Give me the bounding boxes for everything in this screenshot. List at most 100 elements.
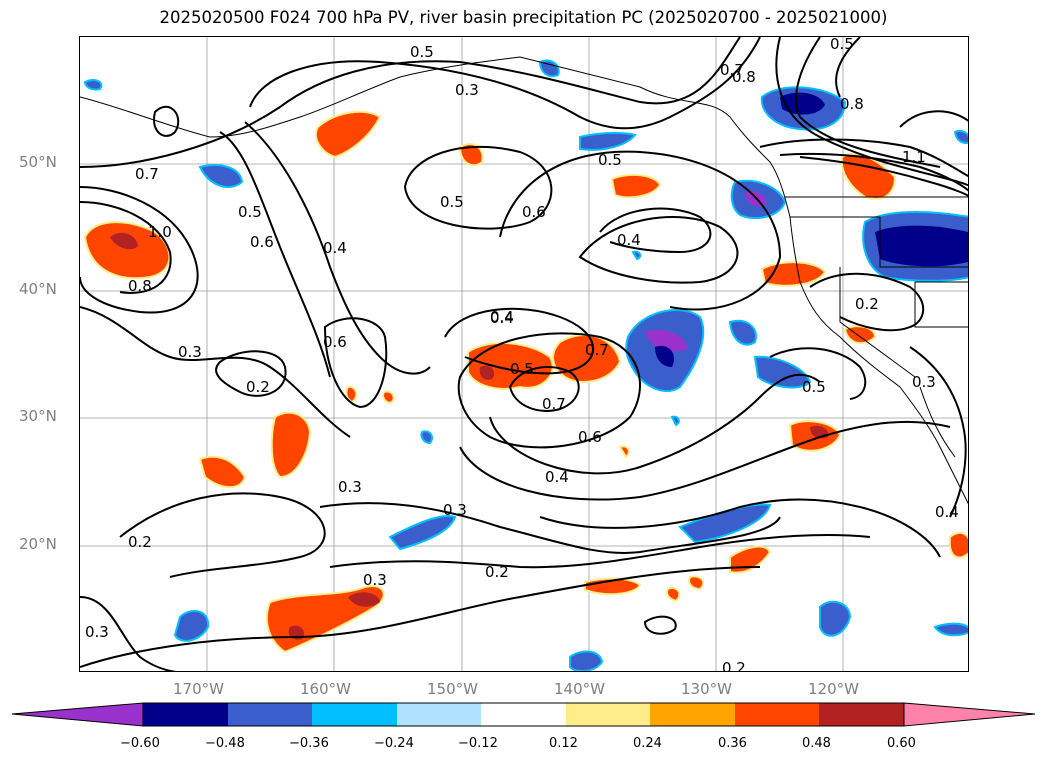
precip-blob: [83, 79, 103, 91]
contour-label: 0.4: [545, 468, 569, 486]
pv-contour: [244, 121, 431, 375]
contour-label: 0.7: [542, 395, 566, 413]
precip-positive-shading: [83, 110, 968, 654]
pv-contour: [835, 37, 861, 98]
precip-blob: [819, 600, 852, 637]
state-borders: [914, 281, 968, 328]
pv-contours: [80, 37, 968, 671]
colorbar-segment: [228, 703, 312, 726]
pv-contour: [80, 201, 172, 294]
lon-label-170w: 170°W: [173, 680, 224, 698]
contour-label: 0.3: [912, 373, 936, 391]
precip-blob: [631, 250, 642, 261]
colorbar-outline: [142, 702, 905, 727]
contour-labels: 0.5 0.3 0.8 0.5 0.7 0.8 0.5 0.5 0.6 0.4 …: [85, 37, 959, 672]
colorbar-extend-high: [903, 702, 1036, 727]
precip-blob: [728, 319, 757, 346]
pv-contour: [508, 366, 580, 412]
contour-label: 0.2: [246, 378, 270, 396]
pv-contour: [80, 596, 176, 671]
lon-label-130w: 130°W: [681, 680, 732, 698]
precip-blob: [688, 575, 705, 591]
contour-label: 0.3: [455, 81, 479, 99]
contour-label: 0.2: [722, 659, 746, 672]
contour-label: 0.2: [485, 563, 509, 581]
colorbar-segment: [819, 703, 904, 726]
pv-contour: [779, 152, 968, 192]
contour-label: 0.4: [490, 308, 514, 326]
contour-label: 0.3: [178, 343, 202, 361]
north-america-coast: [80, 56, 968, 505]
precip-core: [348, 592, 380, 607]
state-borders: [790, 216, 968, 268]
precip-blob: [579, 131, 637, 151]
lat-label-40n: 40°N: [19, 280, 57, 298]
precip-blob: [618, 445, 630, 459]
pv-contour: [489, 373, 821, 475]
precip-core: [645, 329, 688, 352]
contour-label: 0.2: [855, 295, 879, 313]
pv-contour: [899, 110, 968, 128]
contour-label: 0.7: [585, 341, 609, 359]
contour-label: 0.4: [935, 503, 959, 521]
contour-label: 0.3: [85, 623, 109, 641]
precip-blob: [953, 130, 968, 144]
pv-contour: [499, 150, 782, 311]
contour-label: 0.8: [732, 68, 756, 86]
map-canvas: 0.5 0.3 0.8 0.5 0.7 0.8 0.5 0.5 0.6 0.4 …: [80, 37, 968, 672]
contour-label: 0.5: [410, 43, 434, 61]
precip-blob: [569, 650, 604, 671]
pv-contour: [578, 216, 739, 284]
precip-blob: [843, 325, 877, 345]
pv-contour: [643, 615, 677, 635]
map-panel: 0.5 0.3 0.8 0.5 0.7 0.8 0.5 0.5 0.6 0.4 …: [79, 36, 969, 672]
contour-label: 0.3: [443, 501, 467, 519]
contour-label: 0.8: [128, 277, 152, 295]
precip-negative-shading: [83, 59, 968, 671]
precip-blob: [198, 455, 247, 489]
colorbar-segment: [735, 703, 819, 726]
colorbar-segment: [481, 703, 566, 726]
precip-blob: [678, 503, 772, 544]
precip-blob: [382, 390, 395, 405]
pv-contour: [403, 145, 553, 230]
pv-contour: [795, 37, 941, 168]
pv-contour: [769, 347, 867, 400]
pv-contour: [444, 307, 595, 375]
colorbar-segment: [566, 703, 650, 726]
pv-contour: [215, 350, 287, 397]
lon-label-120w: 120°W: [808, 680, 859, 698]
pv-contour: [759, 138, 968, 178]
pv-contour: [119, 492, 326, 578]
chart-title: 2025020500 F024 700 hPa PV, river basin …: [159, 8, 888, 27]
lat-label-30n: 30°N: [19, 407, 57, 425]
pv-contour: [80, 186, 199, 314]
colorbar-tick-label: 0.12: [549, 736, 578, 751]
contour-label: 0.6: [578, 428, 602, 446]
contour-label: 0.5: [830, 37, 854, 53]
lat-label-50n: 50°N: [19, 153, 57, 171]
precip-blob: [729, 545, 772, 574]
precip-blob: [666, 587, 681, 603]
contour-label: 0.5: [802, 378, 826, 396]
contour-label: 0.4: [490, 309, 514, 327]
contour-label: 0.7: [720, 61, 744, 79]
colorbar-tick-label: −0.24: [374, 736, 414, 751]
state-borders: [839, 267, 916, 378]
contour-label: 0.5: [598, 151, 622, 169]
precip-blob: [948, 531, 968, 559]
pv-contour: [319, 502, 781, 554]
contour-label: 0.3: [363, 571, 387, 589]
colorbar-tick-label: −0.36: [289, 736, 329, 751]
contour-label: 0.5: [440, 193, 464, 211]
precip-blob: [198, 164, 244, 188]
pv-contour: [809, 272, 925, 332]
pv-contour: [80, 306, 351, 438]
precip-blob: [933, 622, 968, 637]
lon-label-160w: 160°W: [300, 680, 351, 698]
pv-contour: [80, 37, 741, 168]
precip-blob: [753, 355, 812, 389]
coastlines: [80, 56, 968, 505]
precip-blob: [173, 610, 210, 642]
precip-blob: [388, 515, 457, 551]
